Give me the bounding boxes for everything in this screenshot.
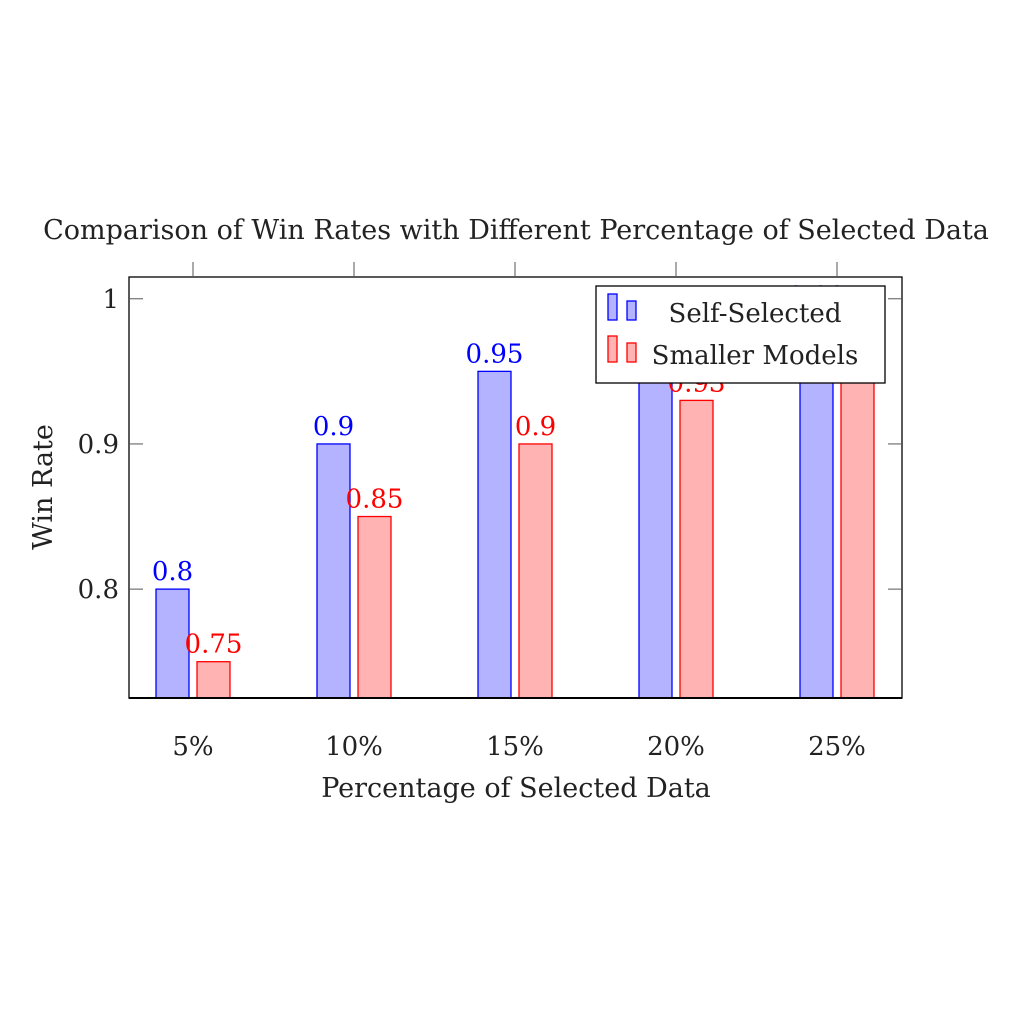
chart-title: Comparison of Win Rates with Different P… <box>43 215 989 246</box>
bar-self-selected-1 <box>316 443 351 699</box>
legend-box <box>595 285 886 384</box>
x-tick-label-3: 20% <box>647 732 705 762</box>
legend-label-smaller-models: Smaller Models <box>652 341 859 371</box>
data-label-self-selected-1: 0.9 <box>313 412 354 442</box>
legend-swatch-self-selected-small <box>626 300 637 321</box>
x-tick-label-4: 25% <box>808 732 866 762</box>
data-label-smaller-models-1: 0.85 <box>346 485 404 515</box>
legend-swatch-self-selected <box>607 293 618 321</box>
axis-ticks-layer: 5% 10% 15% 20% 25% 0.8 0.9 1 <box>78 262 902 762</box>
x-axis-label: Percentage of Selected Data <box>321 773 711 804</box>
bar-smaller-models-4 <box>840 370 875 699</box>
bar-self-selected-2 <box>477 370 512 699</box>
data-label-smaller-models-0: 0.75 <box>185 630 243 660</box>
y-tick-label-1: 0.9 <box>78 430 119 460</box>
bar-smaller-models-0 <box>196 661 231 699</box>
data-label-self-selected-0: 0.8 <box>152 557 193 587</box>
legend-label-self-selected: Self-Selected <box>669 299 842 329</box>
legend-swatch-smaller-models-small <box>626 342 637 363</box>
x-tick-label-2: 15% <box>486 732 544 762</box>
bar-smaller-models-3 <box>679 399 714 699</box>
data-label-self-selected-2: 0.95 <box>466 339 524 369</box>
bar-smaller-models-1 <box>357 515 392 699</box>
legend-swatch-smaller-models <box>607 335 618 363</box>
bar-self-selected-3 <box>638 341 673 699</box>
legend: Self-Selected Smaller Models <box>595 285 886 384</box>
x-tick-label-1: 10% <box>325 732 383 762</box>
y-tick-label-2: 1 <box>102 285 119 315</box>
x-tick-label-0: 5% <box>172 732 213 762</box>
y-tick-label-0: 0.8 <box>78 575 119 605</box>
data-label-smaller-models-2: 0.9 <box>515 412 556 442</box>
y-axis-label: Win Rate <box>28 424 59 550</box>
bar-smaller-models-2 <box>518 443 553 699</box>
